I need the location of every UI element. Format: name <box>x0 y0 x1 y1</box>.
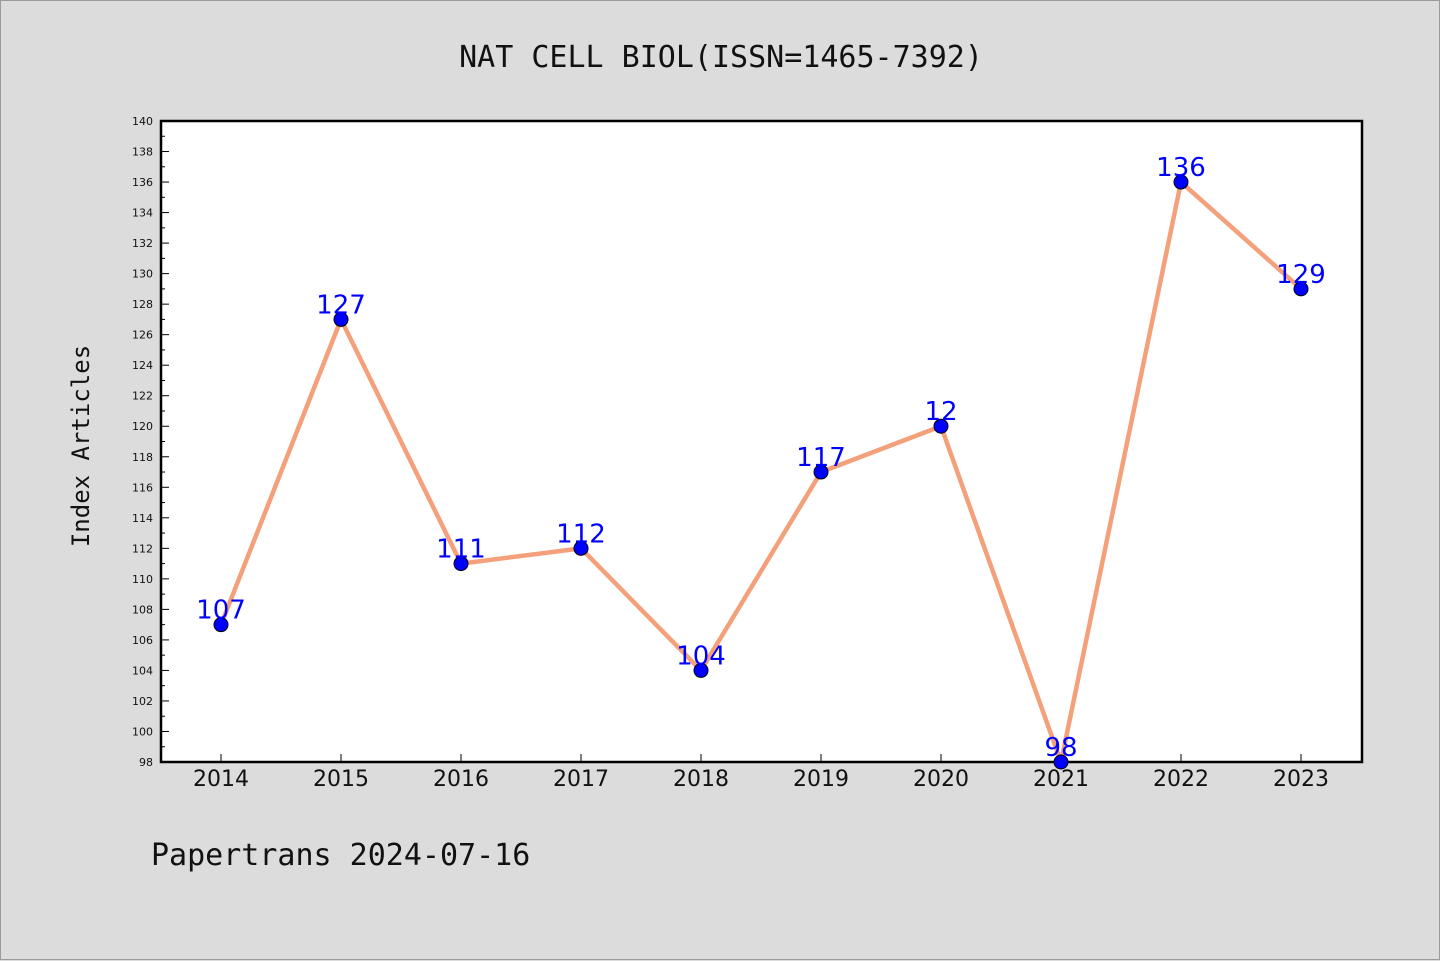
data-label: 112 <box>556 519 606 549</box>
footer-text: Papertrans 2024-07-16 <box>151 838 530 873</box>
data-point <box>1053 754 1069 770</box>
data-label: 12 <box>924 397 957 427</box>
x-tick-label: 2016 <box>433 767 489 792</box>
data-label: 127 <box>316 290 366 320</box>
data-point <box>1173 174 1189 190</box>
data-label: 104 <box>676 641 726 671</box>
y-tick-label: 140 <box>132 115 153 128</box>
data-label: 117 <box>796 443 846 473</box>
chart-title: NAT CELL BIOL(ISSN=1465-7392) <box>459 40 983 75</box>
data-label: 98 <box>1044 733 1077 763</box>
y-tick-label: 118 <box>132 451 153 464</box>
data-point <box>933 418 949 434</box>
data-label: 129 <box>1276 260 1326 290</box>
y-tick-label: 138 <box>132 146 153 159</box>
x-tick-label: 2020 <box>913 767 969 792</box>
x-tick-label: 2018 <box>673 767 729 792</box>
data-labels: 107 127 111 112 104 117 12 98 136 129 <box>196 153 1326 763</box>
y-tick-label: 120 <box>132 420 153 433</box>
y-tick-label: 114 <box>132 512 153 525</box>
data-point <box>213 617 229 633</box>
data-point <box>693 662 709 678</box>
x-tick-label: 2023 <box>1273 767 1329 792</box>
data-points <box>213 174 1309 770</box>
data-point <box>813 464 829 480</box>
x-tick-label: 2021 <box>1033 767 1089 792</box>
data-point <box>453 556 469 572</box>
y-tick-label: 110 <box>132 573 153 586</box>
data-label: 107 <box>196 596 246 626</box>
series-line-group <box>218 179 1303 765</box>
x-tick-label: 2022 <box>1153 767 1209 792</box>
y-tick-label: 116 <box>132 481 153 494</box>
y-tick-label: 112 <box>132 542 153 555</box>
x-tick-label: 2017 <box>553 767 609 792</box>
y-axis: 98 100 102 104 106 108 110 112 114 116 118 120 122 12… <box>132 115 169 769</box>
data-label: 136 <box>1156 153 1206 183</box>
series-line <box>218 179 1303 765</box>
plot-area <box>159 119 1364 764</box>
y-tick-label: 128 <box>132 298 153 311</box>
data-point <box>333 311 349 327</box>
y-tick-label: 98 <box>139 756 153 769</box>
data-label: 111 <box>436 535 486 565</box>
x-axis: 2014 2015 2016 2017 2018 2019 2020 2021 2022 2023 <box>193 754 1329 792</box>
x-tick-label: 2014 <box>193 767 249 792</box>
y-tick-label: 130 <box>132 268 153 281</box>
data-point <box>1293 281 1309 297</box>
y-tick-label: 124 <box>132 359 153 372</box>
y-tick-label: 108 <box>132 603 153 616</box>
y-tick-label: 104 <box>132 664 153 677</box>
data-point <box>573 540 589 556</box>
y-tick-label: 106 <box>132 634 153 647</box>
y-tick-label: 122 <box>132 390 153 403</box>
y-tick-label: 132 <box>132 237 153 250</box>
y-tick-label: 126 <box>132 329 153 342</box>
y-tick-label: 136 <box>132 176 153 189</box>
y-tick-label: 102 <box>132 695 153 708</box>
x-tick-label: 2015 <box>313 767 369 792</box>
y-axis-label: Index Articles <box>67 345 95 547</box>
y-tick-label: 134 <box>132 207 153 220</box>
x-tick-label: 2019 <box>793 767 849 792</box>
y-tick-label: 100 <box>132 725 153 738</box>
